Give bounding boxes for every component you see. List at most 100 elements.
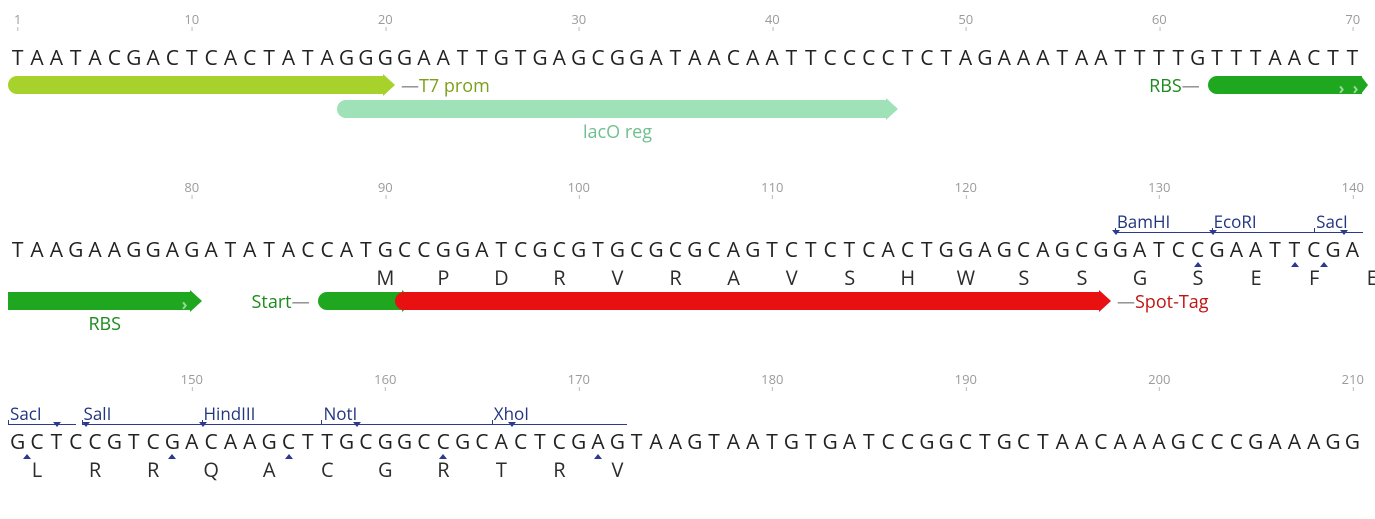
base: T [47,428,66,456]
base: C [143,428,162,456]
dna-sequence: TAAGAAGGAGATATACCATGCCGGATCGCGTGCGCGCAGT… [8,236,1367,264]
base: A [666,428,685,456]
base: A [1091,44,1110,72]
base: C [1014,428,1033,456]
ruler-tick: 60 [1152,10,1167,28]
base: C [820,44,839,72]
amino-acid: F [1309,264,1319,291]
ruler-tick: 200 [1148,370,1170,388]
ruler-tick: 190 [955,370,977,388]
base: G [66,236,85,264]
base: C [414,236,433,264]
base: C [1091,428,1110,456]
base: A [1285,44,1304,72]
base: A [434,44,453,72]
base: A [279,236,298,264]
cut-site-top-icon [1209,230,1217,235]
amino-acid: S [1018,264,1029,291]
base: T [356,236,375,264]
base: T [124,428,143,456]
base: A [724,236,743,264]
base: A [1246,236,1265,264]
base: G [685,428,704,456]
base: G [937,236,956,264]
amino-acid: W [957,264,975,291]
base: A [878,236,897,264]
base: C [163,44,182,72]
base: G [124,236,143,264]
base: T [1149,236,1168,264]
base: T [937,44,956,72]
base: C [85,428,104,456]
feature-label: Start— [252,290,310,314]
base: C [240,44,259,72]
base: T [453,44,472,72]
amino-acid: L [32,456,42,483]
base: G [1343,428,1362,456]
amino-acid: S [1193,264,1204,291]
base: C [1304,236,1323,264]
base: G [820,428,839,456]
base: C [724,44,743,72]
ruler-tick: 30 [571,10,586,28]
base: T [1111,44,1130,72]
base: A [492,428,511,456]
base: C [279,428,298,456]
ruler-tick: 40 [765,10,780,28]
base: T [221,236,240,264]
base: A [1033,44,1052,72]
base: A [182,428,201,456]
amino-acid: C [321,456,334,483]
base: G [1053,236,1072,264]
base: T [298,428,317,456]
ruler-tick: 180 [761,370,783,388]
base: C [859,44,878,72]
base: C [201,44,220,72]
feature-track: —T7 prom››RBS— [8,74,1367,96]
base: G [646,236,665,264]
base: T [1323,44,1342,72]
ruler-tick: 130 [1148,178,1170,196]
amino-acid: G [1133,264,1148,291]
base: T [898,44,917,72]
base: T [782,44,801,72]
base: A [279,44,298,72]
base: T [1343,44,1362,72]
ruler-tick: 210 [1342,370,1364,388]
base: G [376,44,395,72]
base: C [1227,428,1246,456]
feature-annotation: › [8,292,192,310]
base: C [627,236,646,264]
base: C [550,236,569,264]
base: G [163,428,182,456]
restriction-site-label: HindIII [204,402,256,425]
base: T [588,236,607,264]
base: A [27,236,46,264]
base: A [47,236,66,264]
base: G [1246,428,1265,456]
base: C [1207,428,1226,456]
ruler-tick: 100 [568,178,590,196]
base: A [646,428,665,456]
base: C [201,428,220,456]
base: A [414,44,433,72]
base: A [995,44,1014,72]
base: C [878,428,897,456]
base: G [453,236,472,264]
base: T [8,236,27,264]
base: T [1053,44,1072,72]
cut-site-top-icon [53,422,61,427]
ruler-tick: 80 [184,178,199,196]
cut-site-top-icon [508,422,516,427]
base: C [511,428,530,456]
base: C [511,236,530,264]
base: G [1111,236,1130,264]
base: T [1130,44,1149,72]
base: G [530,236,549,264]
base: A [646,44,665,72]
base: A [956,44,975,72]
ruler-tick: 150 [181,370,203,388]
base: T [1149,44,1168,72]
base: G [1207,236,1226,264]
amino-acid: R [669,264,681,291]
